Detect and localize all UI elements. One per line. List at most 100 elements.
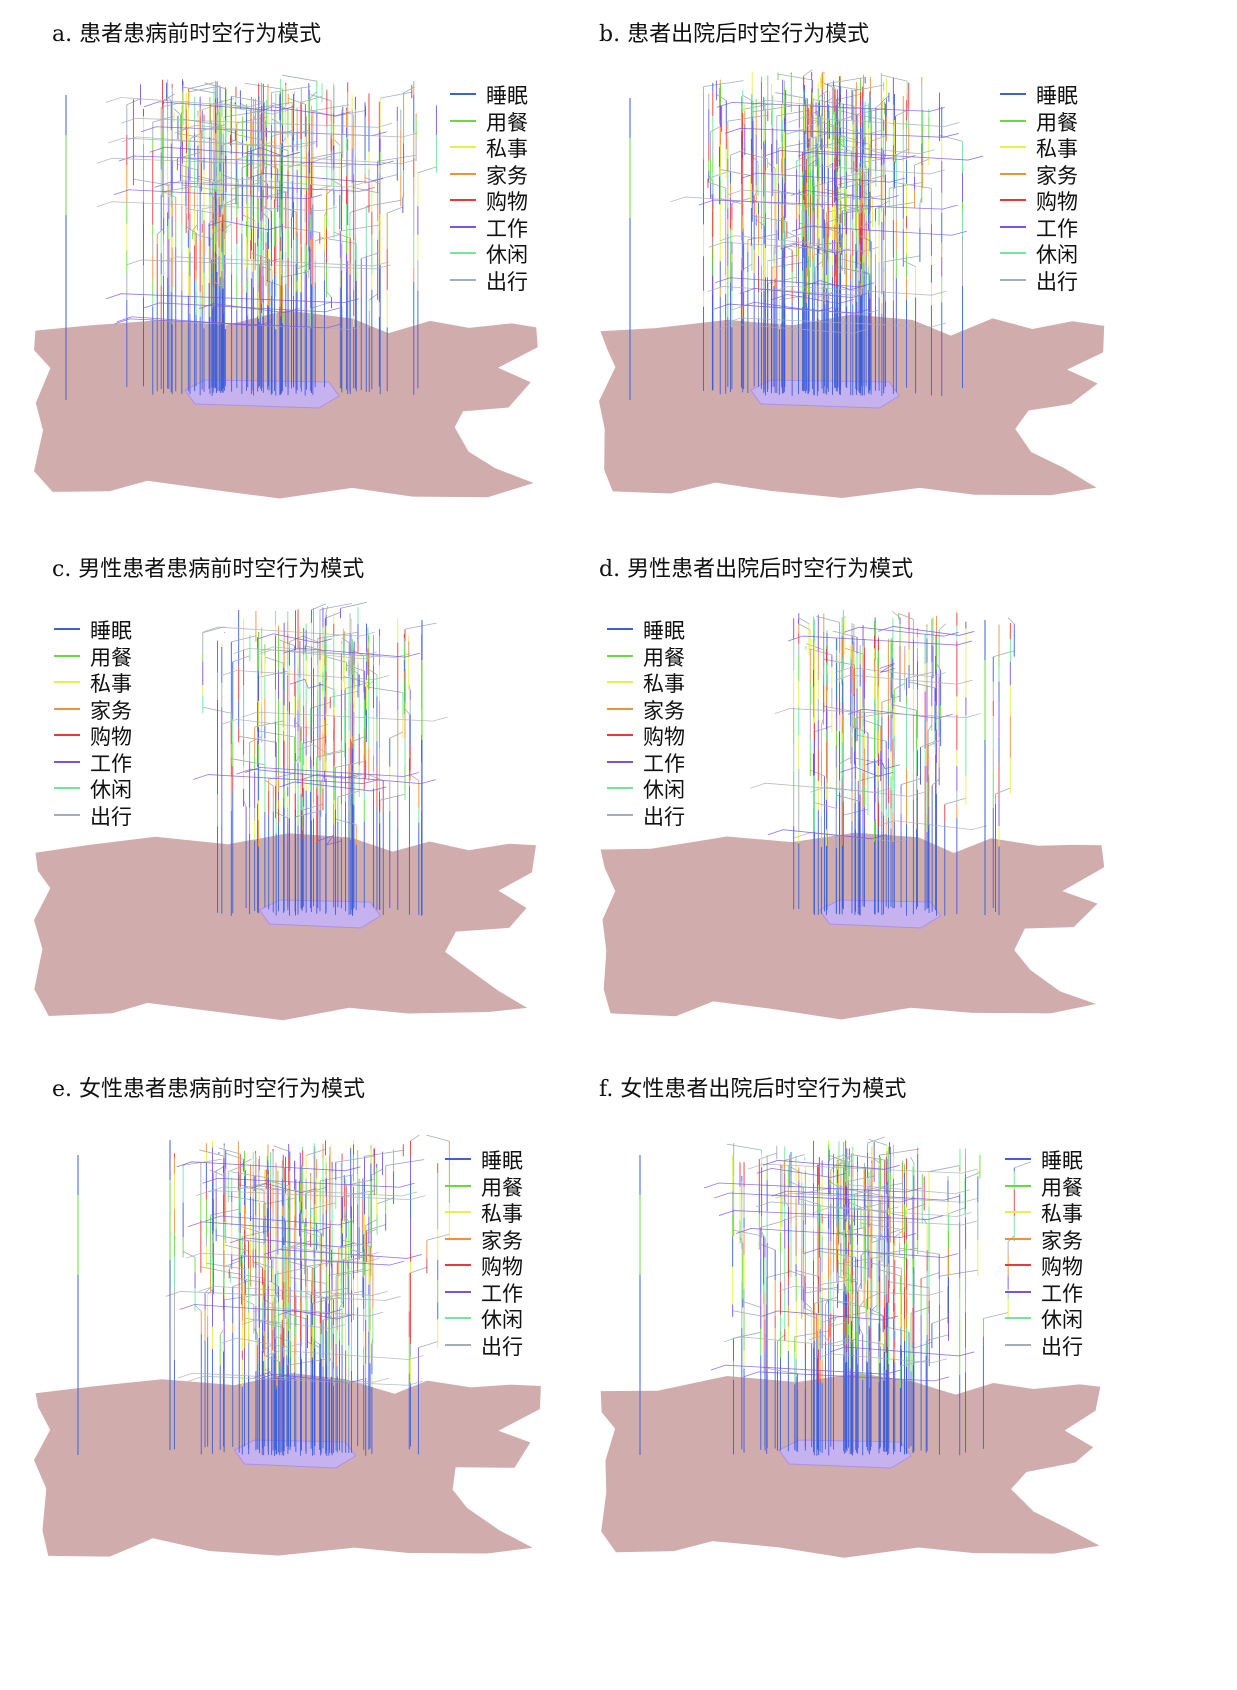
base-footprint <box>778 1439 912 1469</box>
legend-swatch <box>607 628 633 630</box>
legend-item: 睡眠 <box>1000 80 1120 108</box>
legend-swatch <box>1005 1290 1031 1293</box>
legend-swatch <box>607 787 633 789</box>
legend-label: 家务 <box>481 1228 523 1253</box>
legend-item: 睡眠 <box>450 80 570 108</box>
legend-item: 家务 <box>607 695 727 723</box>
legend-swatch <box>607 654 633 657</box>
legend-item: 出行 <box>1005 1331 1125 1359</box>
legend-swatch <box>450 225 476 228</box>
legend-item: 私事 <box>607 668 727 696</box>
panel-title: a. 患者患病前时空行为模式 <box>52 22 322 47</box>
legend-label: 工作 <box>481 1281 523 1306</box>
legend-label: 睡眠 <box>1041 1149 1083 1173</box>
legend-item: 私事 <box>1005 1198 1125 1226</box>
legend-swatch <box>445 1237 471 1240</box>
legend-label: 睡眠 <box>643 619 685 643</box>
legend-item: 工作 <box>54 748 174 776</box>
legend-item: 用餐 <box>450 107 570 135</box>
legend-item: 用餐 <box>607 642 727 670</box>
legend-swatch <box>1005 1211 1031 1213</box>
base-footprint <box>818 899 942 929</box>
legend-item: 用餐 <box>54 642 174 670</box>
legend-label: 家务 <box>643 698 685 723</box>
legend-label: 用餐 <box>486 110 528 135</box>
legend-swatch <box>1000 199 1026 201</box>
trajectory-group <box>639 1136 1031 1456</box>
legend-swatch <box>445 1158 471 1160</box>
legend-swatch <box>54 628 80 630</box>
legend-label: 睡眠 <box>1036 84 1078 108</box>
legend-swatch <box>54 654 80 657</box>
legend-item: 家务 <box>54 695 174 723</box>
legend-swatch <box>54 681 80 683</box>
legend-item: 家务 <box>1005 1225 1125 1253</box>
legend-swatch <box>54 787 80 789</box>
space-time-path-plot <box>600 1136 1101 1558</box>
legend-swatch <box>607 681 633 683</box>
legend-item: 购物 <box>54 721 174 749</box>
legend-label: 私事 <box>486 137 528 161</box>
legend-label: 工作 <box>1041 1281 1083 1306</box>
legend-label: 私事 <box>643 672 685 696</box>
legend-item: 私事 <box>1000 133 1120 161</box>
legend-item: 用餐 <box>1005 1172 1125 1200</box>
map-base <box>34 833 536 1021</box>
legend-label: 购物 <box>1036 190 1078 214</box>
panel-title: b. 患者出院后时空行为模式 <box>599 22 870 47</box>
space-time-path-plot <box>34 1134 541 1557</box>
legend-item: 购物 <box>445 1251 565 1279</box>
legend-label: 用餐 <box>481 1175 523 1200</box>
legend-swatch <box>1005 1158 1031 1160</box>
space-time-path-plot <box>34 601 536 1021</box>
legend-item: 休闲 <box>54 774 174 802</box>
legend-swatch <box>1000 93 1026 95</box>
legend-item: 工作 <box>450 213 570 241</box>
legend-label: 睡眠 <box>486 84 528 108</box>
panel-title: c. 男性患者患病前时空行为模式 <box>52 557 365 582</box>
legend-label: 私事 <box>1036 137 1078 161</box>
legend-swatch <box>607 813 633 816</box>
legend-swatch <box>1000 225 1026 228</box>
legend-item: 睡眠 <box>607 615 727 643</box>
legend-item: 购物 <box>1000 186 1120 214</box>
legend-label: 出行 <box>1036 269 1078 294</box>
legend-item: 休闲 <box>1005 1304 1125 1332</box>
legend-label: 出行 <box>481 1334 523 1359</box>
legend-label: 家务 <box>486 163 528 188</box>
legend-item: 家务 <box>445 1225 565 1253</box>
legend-swatch <box>450 172 476 175</box>
legend-swatch <box>450 119 476 122</box>
legend-item: 私事 <box>450 133 570 161</box>
legend-swatch <box>54 760 80 763</box>
legend-item: 工作 <box>445 1278 565 1306</box>
panel-b: b. 患者出院后时空行为模式 睡眠 用餐 私事 家务 购物 工作 休闲 出行 <box>595 10 1155 530</box>
map-base <box>600 832 1105 1020</box>
legend-label: 用餐 <box>1041 1175 1083 1200</box>
legend-item: 私事 <box>445 1198 565 1226</box>
legend-swatch <box>445 1317 471 1319</box>
legend-item: 休闲 <box>1000 239 1120 267</box>
legend-item: 休闲 <box>607 774 727 802</box>
base-footprint <box>184 379 340 409</box>
legend-label: 休闲 <box>486 243 528 267</box>
legend-item: 家务 <box>1000 160 1120 188</box>
legend-label: 购物 <box>1041 1255 1083 1279</box>
legend-swatch <box>450 199 476 201</box>
legend-swatch <box>607 760 633 763</box>
legend-item: 出行 <box>54 801 174 829</box>
space-time-path-plot <box>599 69 1105 498</box>
legend-item: 睡眠 <box>54 615 174 643</box>
legend-label: 私事 <box>481 1202 523 1226</box>
legend-swatch <box>450 146 476 148</box>
panel-title: e. 女性患者患病前时空行为模式 <box>52 1077 366 1102</box>
legend-swatch <box>607 707 633 710</box>
legend-item: 购物 <box>450 186 570 214</box>
legend-label: 工作 <box>486 216 528 241</box>
legend-swatch <box>450 93 476 95</box>
legend-swatch <box>54 707 80 710</box>
legend-swatch <box>445 1211 471 1213</box>
trajectory-group <box>193 601 448 916</box>
legend-label: 购物 <box>481 1255 523 1279</box>
legend-label: 家务 <box>1041 1228 1083 1253</box>
